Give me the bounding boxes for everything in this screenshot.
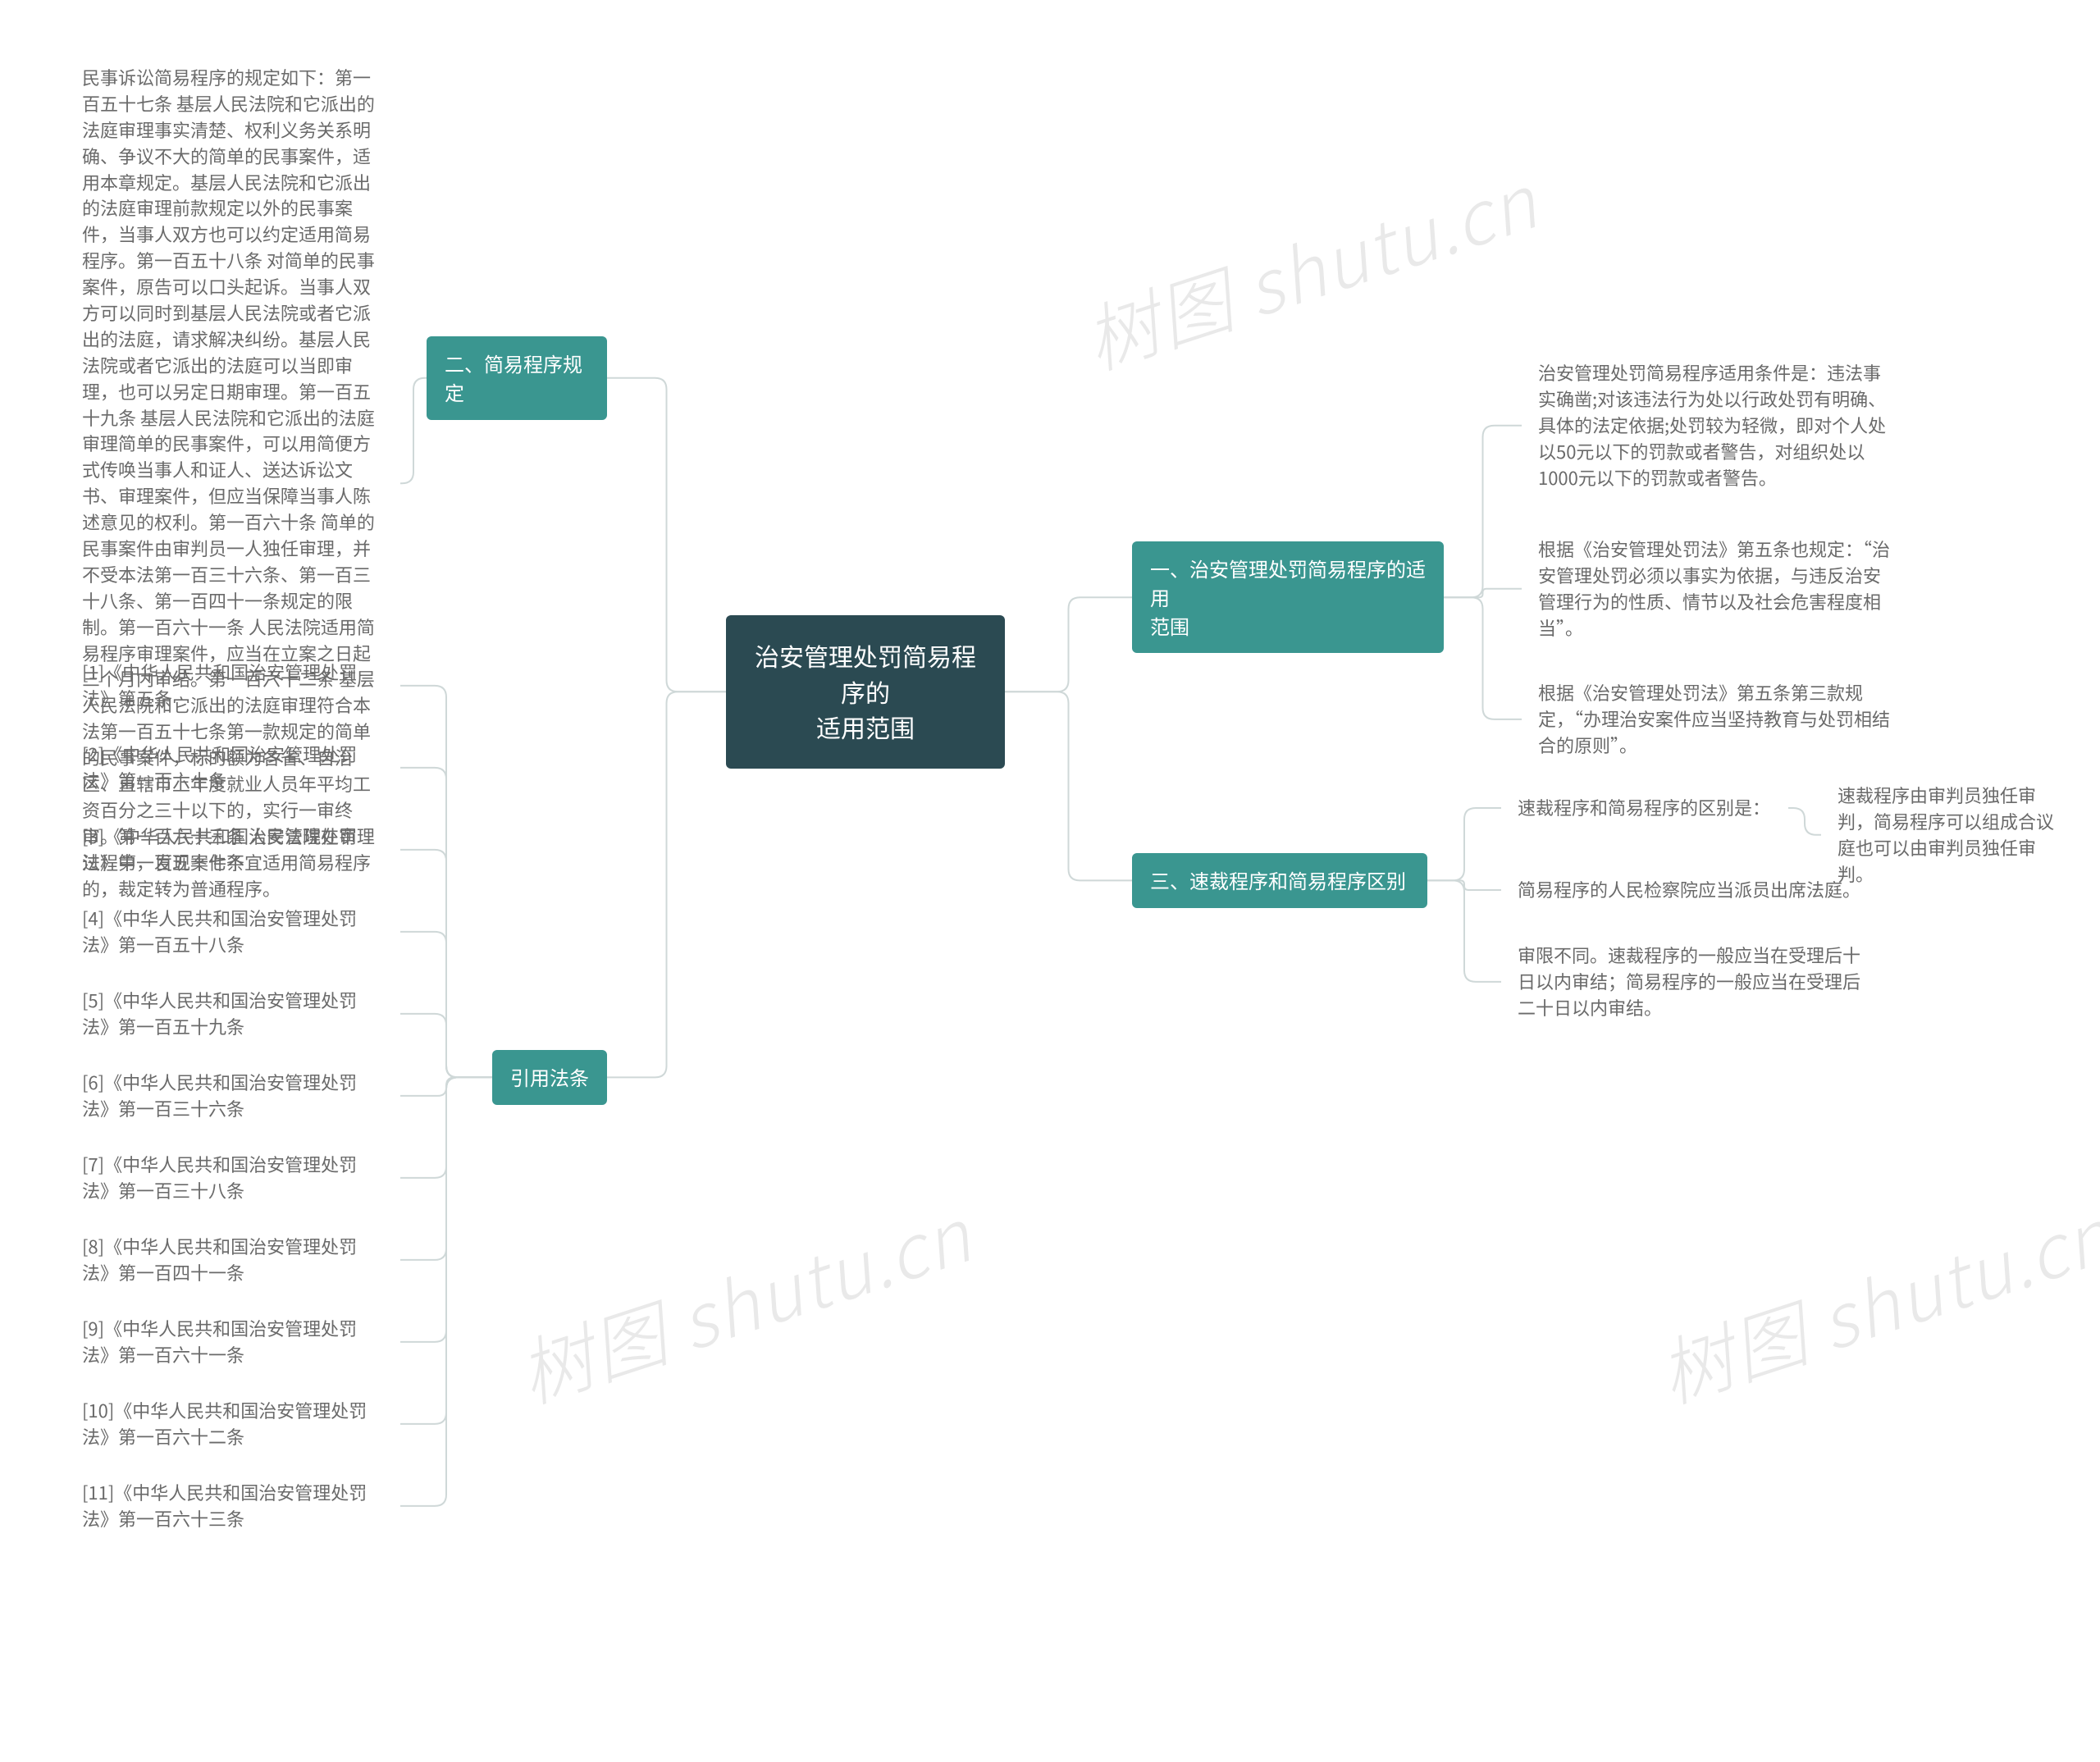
branch-3-leaf-1: 简易程序的人民检察院应当派员出席法庭。 [1501, 865, 1887, 915]
watermark: 树图 shutu.cn [504, 1177, 984, 1424]
branch-3-leaf-0: 速裁程序和简易程序的区别是： [1501, 783, 1788, 833]
branch-4-leaf-9: [10]《中华人民共和国治安管理处罚法》第一百六十二条 [66, 1386, 400, 1462]
branch-1-leaf-0: 治安管理处罚简易程序适用条件是：违法事实确凿;对该违法行为处以行政处罚有明确、具… [1522, 349, 1907, 502]
branch-4-leaf-4: [5]《中华人民共和国治安管理处罚法》第一百五十九条 [66, 976, 400, 1052]
branch-4-leaf-2: [3]《中华人民共和国治安管理处罚法》第一百五十七条 [66, 812, 400, 888]
branch-1: 一、治安管理处罚简易程序的适用 范围 [1132, 541, 1444, 653]
branch-2: 二、简易程序规定 [427, 336, 607, 420]
branch-1-leaf-2: 根据《治安管理处罚法》第五条第三款规定，“办理治安案件应当坚持教育与处罚相结合的… [1522, 669, 1907, 770]
branch-1-leaf-1: 根据《治安管理处罚法》第五条也规定：“治安管理处罚必须以事实为依据，与违反治安管… [1522, 525, 1907, 653]
branch-4-leaf-1: [2]《中华人民共和国治安管理处罚法》第一百六十条 [66, 730, 400, 806]
root-node: 治安管理处罚简易程序的 适用范围 [726, 615, 1005, 769]
branch-4-leaf-5: [6]《中华人民共和国治安管理处罚法》第一百三十六条 [66, 1058, 400, 1134]
branch-4-leaf-7: [8]《中华人民共和国治安管理处罚法》第一百四十一条 [66, 1222, 400, 1298]
root-title-line2: 适用范围 [816, 709, 915, 745]
root-title-line1: 治安管理处罚简易程序的 [755, 637, 976, 710]
branch-4-leaf-8: [9]《中华人民共和国治安管理处罚法》第一百六十一条 [66, 1304, 400, 1380]
branch-4-leaf-3: [4]《中华人民共和国治安管理处罚法》第一百五十八条 [66, 894, 400, 970]
watermark: 树图 shutu.cn [1070, 144, 1550, 390]
watermark: 树图 shutu.cn [1644, 1177, 2100, 1424]
branch-3-leaf-2: 审限不同。速裁程序的一般应当在受理后十日以内审结；简易程序的一般应当在受理后二十… [1501, 931, 1887, 1033]
branch-4-leaf-10: [11]《中华人民共和国治安管理处罚法》第一百六十三条 [66, 1468, 400, 1544]
branch-3: 三、速裁程序和简易程序区别 [1132, 853, 1427, 908]
branch-4: 引用法条 [492, 1050, 607, 1105]
branch-4-leaf-6: [7]《中华人民共和国治安管理处罚法》第一百三十八条 [66, 1140, 400, 1216]
branch-4-leaf-0: [1]《中华人民共和国治安管理处罚法》第五条 [66, 648, 400, 724]
